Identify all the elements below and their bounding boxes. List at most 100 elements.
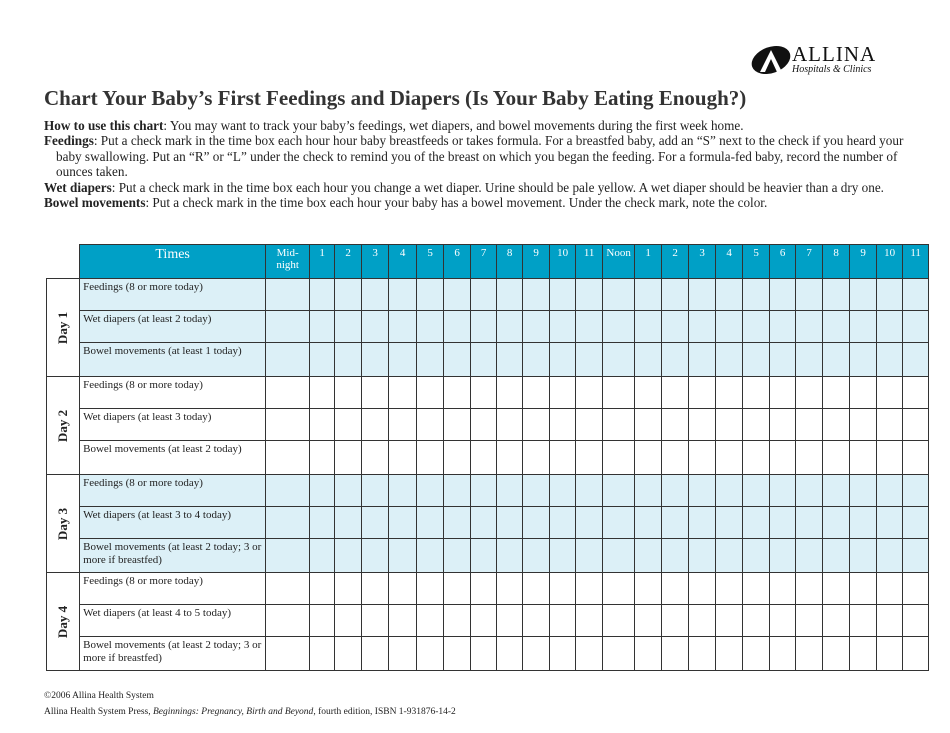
- time-box[interactable]: [265, 278, 311, 311]
- time-box[interactable]: [443, 636, 472, 671]
- time-box[interactable]: [795, 440, 824, 475]
- time-box[interactable]: [769, 474, 797, 507]
- time-box[interactable]: [634, 506, 663, 539]
- time-box[interactable]: [602, 440, 636, 475]
- time-box[interactable]: [470, 572, 498, 605]
- time-box[interactable]: [309, 408, 336, 441]
- time-box[interactable]: [443, 278, 472, 311]
- time-box[interactable]: [876, 474, 904, 507]
- time-box[interactable]: [265, 604, 311, 637]
- time-box[interactable]: [549, 604, 577, 637]
- time-box[interactable]: [822, 636, 851, 671]
- time-box[interactable]: [742, 538, 771, 573]
- time-box[interactable]: [522, 538, 551, 573]
- time-box[interactable]: [742, 278, 771, 311]
- time-box[interactable]: [795, 572, 824, 605]
- time-box[interactable]: [265, 376, 311, 409]
- time-box[interactable]: [688, 342, 717, 377]
- time-box[interactable]: [549, 310, 577, 343]
- time-box[interactable]: [265, 572, 311, 605]
- time-box[interactable]: [388, 474, 418, 507]
- time-box[interactable]: [496, 440, 524, 475]
- time-box[interactable]: [470, 636, 498, 671]
- time-box[interactable]: [876, 278, 904, 311]
- time-box[interactable]: [849, 604, 878, 637]
- time-box[interactable]: [661, 310, 690, 343]
- time-box[interactable]: [769, 572, 797, 605]
- time-box[interactable]: [416, 440, 445, 475]
- time-box[interactable]: [549, 506, 577, 539]
- time-box[interactable]: [496, 342, 524, 377]
- time-box[interactable]: [688, 506, 717, 539]
- time-box[interactable]: [602, 538, 636, 573]
- time-box[interactable]: [309, 310, 336, 343]
- time-box[interactable]: [265, 342, 311, 377]
- time-box[interactable]: [522, 342, 551, 377]
- time-box[interactable]: [416, 636, 445, 671]
- time-box[interactable]: [715, 538, 744, 573]
- time-box[interactable]: [769, 604, 797, 637]
- time-box[interactable]: [334, 278, 363, 311]
- time-box[interactable]: [416, 506, 445, 539]
- time-box[interactable]: [575, 572, 604, 605]
- time-box[interactable]: [661, 474, 690, 507]
- time-box[interactable]: [496, 572, 524, 605]
- time-box[interactable]: [361, 506, 390, 539]
- time-box[interactable]: [443, 572, 472, 605]
- time-box[interactable]: [715, 342, 744, 377]
- time-box[interactable]: [575, 538, 604, 573]
- time-box[interactable]: [416, 342, 445, 377]
- time-box[interactable]: [902, 538, 930, 573]
- time-box[interactable]: [769, 342, 797, 377]
- time-box[interactable]: [522, 278, 551, 311]
- time-box[interactable]: [715, 636, 744, 671]
- time-box[interactable]: [742, 636, 771, 671]
- time-box[interactable]: [822, 278, 851, 311]
- time-box[interactable]: [849, 440, 878, 475]
- time-box[interactable]: [849, 278, 878, 311]
- time-box[interactable]: [334, 572, 363, 605]
- time-box[interactable]: [522, 440, 551, 475]
- time-box[interactable]: [309, 278, 336, 311]
- time-box[interactable]: [742, 342, 771, 377]
- time-box[interactable]: [416, 538, 445, 573]
- time-box[interactable]: [849, 376, 878, 409]
- time-box[interactable]: [388, 278, 418, 311]
- time-box[interactable]: [575, 636, 604, 671]
- time-box[interactable]: [849, 506, 878, 539]
- time-box[interactable]: [602, 310, 636, 343]
- time-box[interactable]: [361, 376, 390, 409]
- time-box[interactable]: [361, 440, 390, 475]
- time-box[interactable]: [416, 278, 445, 311]
- time-box[interactable]: [688, 474, 717, 507]
- time-box[interactable]: [688, 278, 717, 311]
- time-box[interactable]: [715, 376, 744, 409]
- time-box[interactable]: [443, 440, 472, 475]
- time-box[interactable]: [661, 408, 690, 441]
- time-box[interactable]: [361, 342, 390, 377]
- time-box[interactable]: [634, 604, 663, 637]
- time-box[interactable]: [822, 474, 851, 507]
- time-box[interactable]: [634, 572, 663, 605]
- time-box[interactable]: [549, 408, 577, 441]
- time-box[interactable]: [309, 506, 336, 539]
- time-box[interactable]: [334, 636, 363, 671]
- time-box[interactable]: [496, 506, 524, 539]
- time-box[interactable]: [822, 604, 851, 637]
- time-box[interactable]: [876, 440, 904, 475]
- time-box[interactable]: [416, 310, 445, 343]
- time-box[interactable]: [742, 506, 771, 539]
- time-box[interactable]: [688, 408, 717, 441]
- time-box[interactable]: [361, 408, 390, 441]
- time-box[interactable]: [549, 538, 577, 573]
- time-box[interactable]: [715, 474, 744, 507]
- time-box[interactable]: [849, 310, 878, 343]
- time-box[interactable]: [876, 604, 904, 637]
- time-box[interactable]: [822, 310, 851, 343]
- time-box[interactable]: [742, 474, 771, 507]
- time-box[interactable]: [496, 636, 524, 671]
- time-box[interactable]: [688, 636, 717, 671]
- time-box[interactable]: [334, 440, 363, 475]
- time-box[interactable]: [470, 278, 498, 311]
- time-box[interactable]: [575, 310, 604, 343]
